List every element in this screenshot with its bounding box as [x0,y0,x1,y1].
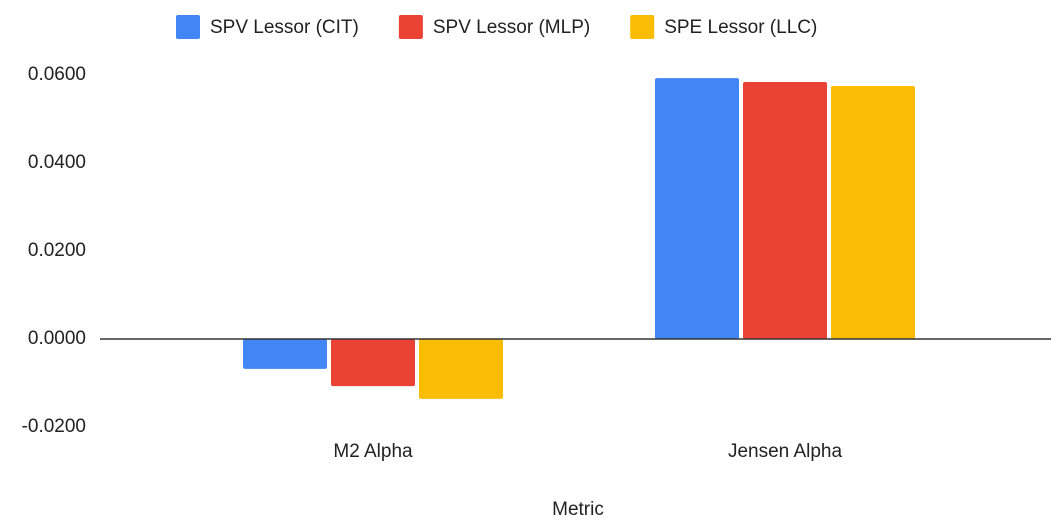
x-axis-title: Metric [552,499,604,520]
x-tick-label: M2 Alpha [333,441,413,462]
legend-label: SPV Lessor (MLP) [433,17,590,38]
bar [743,82,827,339]
legend-swatch [630,15,655,39]
bar [831,86,915,339]
bar [419,339,503,399]
y-tick-label: 0.0600 [28,64,86,85]
y-tick-label: 0.0400 [28,152,86,173]
y-tick-label: 0.0000 [28,328,86,349]
bar [655,78,739,339]
bar [243,339,327,369]
legend-swatch [176,15,200,39]
y-tick-label: -0.0200 [22,416,86,437]
legend-swatch [398,15,423,39]
legend-label: SPE Lessor (LLC) [664,17,817,38]
y-tick-label: 0.0200 [28,240,86,261]
bar [331,339,415,387]
x-tick-label: Jensen Alpha [728,441,843,462]
legend-label: SPV Lessor (CIT) [210,17,359,38]
